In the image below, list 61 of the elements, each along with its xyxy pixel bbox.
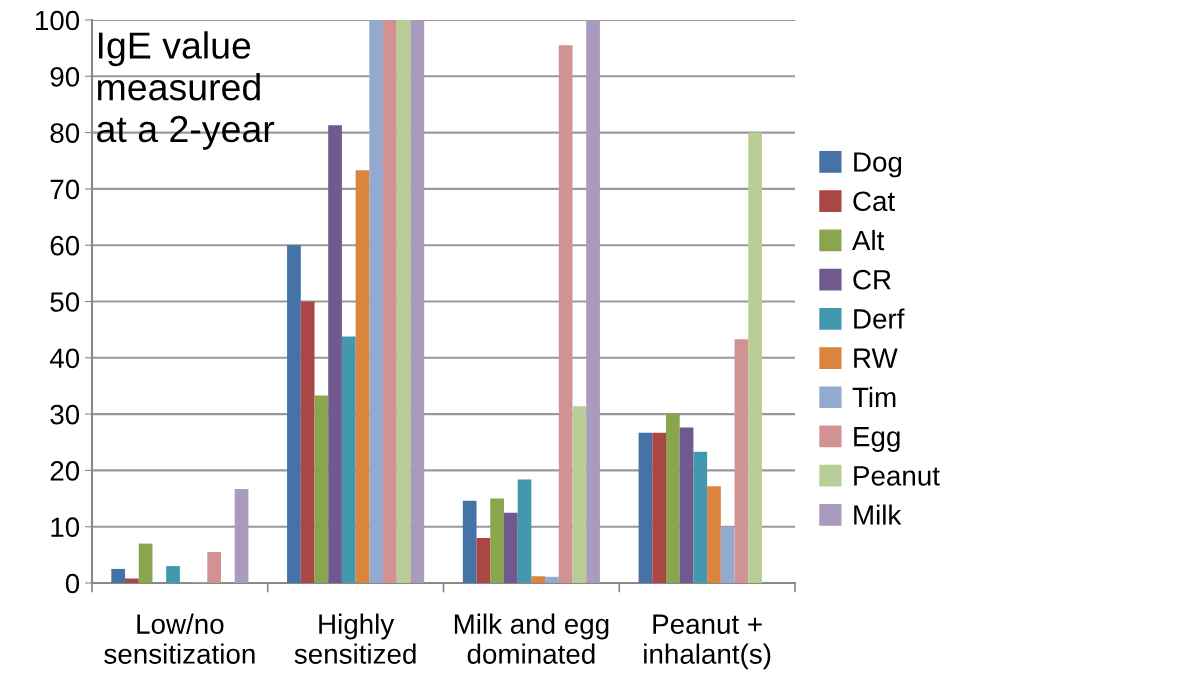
annotation: IgE value measured at a 2-year bbox=[97, 31, 275, 150]
bar bbox=[490, 498, 504, 583]
bar bbox=[369, 20, 384, 583]
y-tick-label: 70 bbox=[50, 179, 80, 200]
x-tick-label: Highly sensitized bbox=[294, 613, 416, 664]
bar bbox=[207, 552, 221, 583]
y-tick-label: 60 bbox=[50, 235, 80, 256]
bar bbox=[383, 20, 397, 583]
y-tick-label: 50 bbox=[50, 292, 80, 312]
bar bbox=[545, 576, 559, 583]
bar bbox=[166, 566, 180, 583]
bar bbox=[531, 576, 546, 583]
y-tick-label: 100 bbox=[35, 10, 80, 31]
bar bbox=[355, 170, 370, 583]
bar bbox=[234, 488, 249, 583]
bar bbox=[638, 432, 653, 583]
y-tick-label: 90 bbox=[50, 66, 80, 87]
legend-label: Egg bbox=[854, 427, 900, 452]
bar bbox=[679, 427, 694, 583]
legend-label: Dog bbox=[854, 152, 902, 178]
x-tick-label: Milk and egg dominated bbox=[454, 613, 609, 664]
legend-label: Cat bbox=[853, 191, 895, 212]
y-tick-label: 30 bbox=[50, 404, 80, 425]
bar bbox=[300, 301, 315, 583]
legend-label: Milk bbox=[854, 504, 902, 525]
bar bbox=[693, 451, 708, 583]
bar bbox=[138, 543, 153, 583]
bar bbox=[652, 432, 666, 583]
bar bbox=[707, 486, 721, 583]
legend-label: Derf bbox=[854, 308, 905, 329]
bar bbox=[314, 395, 329, 583]
x-tick-label: Low/no sensitization bbox=[104, 613, 255, 664]
bar bbox=[111, 568, 126, 583]
bar bbox=[476, 537, 491, 583]
bar bbox=[503, 512, 518, 583]
y-tick-label: 10 bbox=[51, 517, 80, 538]
bar bbox=[734, 339, 749, 583]
bar bbox=[328, 125, 342, 583]
bar bbox=[125, 578, 139, 583]
legend-label: RW bbox=[854, 348, 898, 368]
bar bbox=[396, 20, 411, 583]
bar bbox=[287, 245, 301, 583]
legend-label: Alt bbox=[852, 229, 885, 251]
bar bbox=[410, 20, 425, 583]
x-tick-label: Peanut + inhalant(s) bbox=[644, 614, 771, 670]
y-tick-label: 20 bbox=[50, 461, 80, 481]
y-tick-label: 80 bbox=[50, 123, 80, 143]
bar bbox=[586, 20, 600, 583]
bar bbox=[720, 526, 735, 583]
y-tick-label: 40 bbox=[49, 348, 80, 369]
legend-label: Tim bbox=[852, 386, 896, 407]
bar bbox=[558, 45, 573, 583]
legend-label: CR bbox=[853, 269, 891, 290]
bar bbox=[666, 414, 680, 583]
bar bbox=[462, 500, 477, 583]
y-tick-label: 0 bbox=[65, 573, 80, 594]
bar bbox=[341, 336, 356, 583]
bar bbox=[572, 406, 587, 583]
legend-label: Peanut bbox=[854, 466, 940, 486]
bar bbox=[748, 132, 762, 583]
bar bbox=[517, 479, 532, 583]
